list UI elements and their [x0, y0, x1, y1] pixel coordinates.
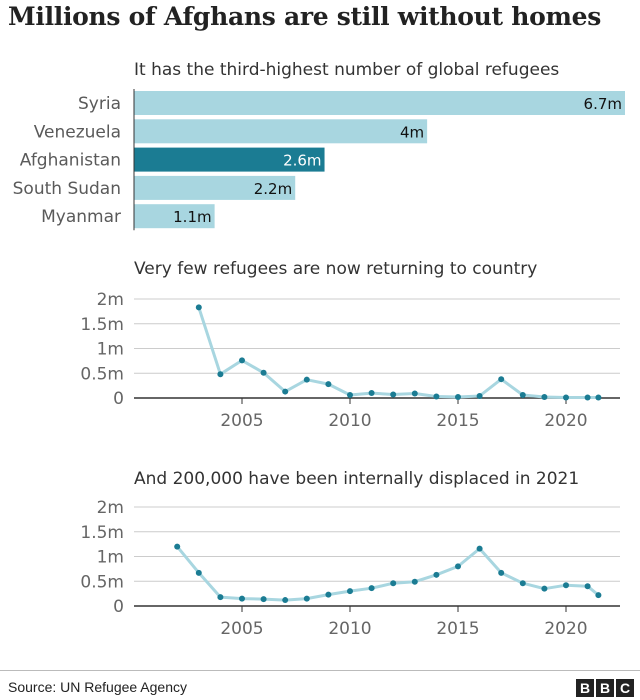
data-point: [347, 588, 353, 595]
data-point: [519, 392, 526, 399]
category-label: Afghanistan: [20, 151, 121, 171]
bar-value-label: 6.7m: [584, 95, 622, 113]
category-label: Venezuela: [34, 122, 121, 142]
footer-divider: [0, 670, 640, 671]
line-chart-subtitle: And 200,000 have been internally displac…: [134, 469, 579, 489]
x-tick-label: 2005: [220, 411, 263, 431]
x-tick-label: 2005: [220, 619, 263, 639]
data-point: [541, 394, 548, 401]
bar-chart-subtitle: It has the third-highest number of globa…: [134, 60, 559, 80]
data-point: [260, 369, 267, 376]
data-point: [325, 381, 332, 388]
data-point: [195, 304, 202, 311]
data-point: [595, 394, 602, 401]
data-point: [476, 545, 483, 552]
y-tick-label: 1.5m: [80, 315, 124, 335]
bar-value-label: 4m: [400, 123, 424, 141]
data-point: [368, 390, 375, 397]
data-point: [455, 563, 461, 570]
data-point: [584, 583, 591, 590]
data-point: [433, 571, 440, 578]
data-point: [195, 569, 202, 576]
category-label: Syria: [78, 94, 121, 114]
data-point: [239, 595, 245, 602]
data-point: [498, 569, 505, 576]
data-point: [217, 371, 224, 378]
data-point: [476, 393, 483, 400]
logo-letter: B: [576, 679, 594, 697]
data-point: [595, 592, 602, 599]
category-label: Myanmar: [41, 207, 121, 227]
y-tick-label: 0: [113, 389, 124, 409]
data-point: [303, 595, 310, 602]
data-point: [239, 357, 245, 364]
category-label: South Sudan: [13, 179, 121, 199]
data-point: [498, 376, 505, 383]
y-tick-label: 0.5m: [80, 364, 124, 384]
y-tick-label: 2m: [97, 498, 124, 518]
data-point: [217, 594, 224, 601]
x-tick-label: 2015: [436, 411, 479, 431]
series-line: [176, 545, 600, 602]
bar: [134, 147, 325, 172]
y-tick-label: 1.5m: [80, 523, 124, 543]
y-tick-label: 1m: [97, 548, 124, 568]
chart-title: Millions of Afghans are still without ho…: [8, 2, 601, 31]
y-tick-label: 0: [113, 597, 124, 617]
bar: [134, 175, 296, 200]
y-tick-label: 1m: [97, 340, 124, 360]
x-tick-label: 2020: [544, 411, 587, 431]
y-tick-label: 2m: [97, 290, 124, 310]
data-point: [260, 596, 267, 603]
bar-value-label: 2.6m: [283, 152, 321, 170]
data-point: [541, 585, 548, 592]
bar: [134, 204, 215, 229]
data-point: [563, 582, 569, 589]
data-point: [433, 393, 440, 400]
source-note: Source: UN Refugee Agency: [8, 679, 187, 695]
data-point: [282, 597, 289, 604]
data-point: [390, 580, 397, 587]
data-point: [303, 376, 310, 383]
data-point: [347, 392, 353, 399]
bbc-logo: B B C: [576, 679, 634, 697]
x-tick-label: 2020: [544, 619, 587, 639]
x-tick-label: 2010: [328, 411, 371, 431]
data-point: [390, 391, 397, 398]
logo-letter: B: [596, 679, 614, 697]
data-point: [519, 580, 526, 587]
data-point: [411, 390, 418, 397]
data-point: [563, 394, 569, 401]
data-point: [455, 394, 461, 401]
logo-letter: C: [616, 679, 634, 697]
x-tick-label: 2010: [328, 619, 371, 639]
data-point: [411, 578, 418, 585]
bar-value-label: 1.1m: [173, 208, 211, 226]
data-point: [368, 585, 375, 592]
series-line: [197, 306, 599, 399]
data-point: [282, 388, 289, 395]
bar-value-label: 2.2m: [254, 180, 292, 198]
bar: [134, 119, 428, 144]
data-point: [174, 543, 181, 550]
data-point: [584, 394, 591, 401]
x-tick-label: 2015: [436, 619, 479, 639]
line-chart-subtitle: Very few refugees are now returning to c…: [134, 259, 537, 279]
bar: [134, 91, 625, 115]
y-tick-label: 0.5m: [80, 572, 124, 592]
data-point: [325, 591, 332, 598]
